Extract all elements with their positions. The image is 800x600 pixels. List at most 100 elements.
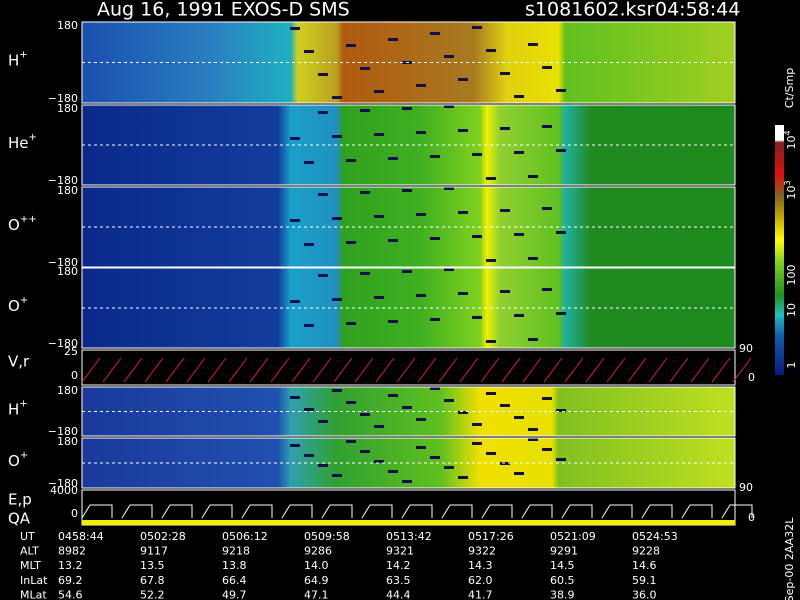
axis-top: 180 [57, 265, 78, 278]
data-cell [346, 440, 356, 443]
colorbar-label: 104 [783, 130, 799, 149]
data-cell [430, 155, 440, 158]
data-cell [472, 442, 482, 445]
data-cell [542, 66, 552, 69]
data-cell [458, 292, 468, 295]
data-cell [444, 55, 454, 58]
charge: + [19, 50, 27, 61]
data-cell [360, 191, 370, 194]
row-value: 13.5 [140, 559, 165, 572]
charge: + [20, 295, 28, 306]
data-cell [388, 239, 398, 242]
row-value: 9321 [386, 545, 414, 558]
row-value: 54.6 [58, 588, 83, 600]
row-value: 0524:53 [632, 530, 678, 543]
data-cell [444, 268, 454, 271]
ep-top: 4000 [50, 484, 78, 497]
colorbar-label: 103 [783, 180, 799, 199]
row-value: 60.5 [550, 574, 575, 587]
base: 10 [785, 186, 798, 200]
data-cell [332, 135, 342, 138]
data-cell [458, 129, 468, 132]
axis-top: 180 [57, 102, 78, 115]
data-cell [304, 50, 314, 53]
row-value: 0521:09 [550, 530, 596, 543]
data-cell [374, 460, 384, 463]
data-cell [486, 49, 496, 52]
row-value: 62.0 [468, 574, 493, 587]
qa-label: QA [8, 510, 31, 528]
data-cell [472, 423, 482, 426]
data-cell [556, 149, 566, 152]
data-cell [290, 300, 300, 303]
data-cell [542, 397, 552, 400]
vr-panel [81, 349, 736, 386]
row-value: 9218 [222, 545, 250, 558]
row-value: 14.6 [632, 559, 657, 572]
data-cell [304, 161, 314, 164]
data-cell [346, 401, 356, 404]
row-label: InLat [20, 574, 48, 587]
data-cell [472, 153, 482, 156]
data-cell [500, 72, 510, 75]
ep-trace [81, 504, 753, 519]
panel-frame [81, 21, 736, 104]
row-value: 14.0 [304, 559, 329, 572]
data-cell [528, 257, 538, 260]
data-cell [388, 470, 398, 473]
data-cell [374, 133, 384, 136]
data-cell [528, 338, 538, 341]
data-cell [458, 476, 468, 479]
panel-frame [81, 437, 736, 489]
data-cell [486, 340, 496, 343]
exponent: 3 [783, 180, 792, 185]
data-cell [388, 320, 398, 323]
data-cell [486, 177, 496, 180]
data-cell [514, 472, 524, 475]
row-value: 13.2 [58, 559, 83, 572]
ep-right-bottom: 0 [748, 511, 755, 524]
species: He [8, 134, 29, 152]
data-cell [444, 187, 454, 190]
data-cell [360, 272, 370, 275]
row-value: 52.2 [140, 588, 165, 600]
data-cell [416, 213, 426, 216]
row-value: 14.3 [468, 559, 493, 572]
data-cell [360, 450, 370, 453]
data-cell [514, 233, 524, 236]
colorbar-unit: Ct/Smp [783, 68, 796, 108]
base: 10 [785, 136, 798, 150]
data-cell [388, 394, 398, 397]
data-cell [346, 241, 356, 244]
row-value: 13.8 [222, 559, 247, 572]
row-value: 0513:42 [386, 530, 432, 543]
data-cell [514, 95, 524, 98]
base: 10 [785, 303, 798, 317]
data-cell [500, 404, 510, 407]
data-cell [458, 78, 468, 81]
qa-bar [82, 520, 735, 525]
data-cell [304, 324, 314, 327]
row-value: 41.7 [468, 588, 493, 600]
data-cell [360, 67, 370, 70]
colorbar-label: 10 [785, 303, 798, 317]
axis-top: 180 [57, 435, 78, 448]
ep-label: E,p [8, 491, 32, 509]
data-cell [416, 131, 426, 134]
base: 100 [785, 265, 798, 286]
row-value: 66.4 [222, 574, 247, 587]
row-value: 14.2 [386, 559, 411, 572]
data-cell [430, 318, 440, 321]
species-label: O+ [8, 295, 28, 315]
data-cell [318, 274, 328, 277]
data-cell [472, 235, 482, 238]
row-value: 0458:44 [58, 530, 104, 543]
row-value: 0506:12 [222, 530, 268, 543]
data-cell [318, 73, 328, 76]
data-cell [430, 32, 440, 35]
data-cell [402, 189, 412, 192]
data-cell [332, 96, 342, 99]
row-label: MLat [20, 588, 47, 600]
file-name: s1081602.ksr [525, 0, 654, 21]
data-cell [500, 290, 510, 293]
